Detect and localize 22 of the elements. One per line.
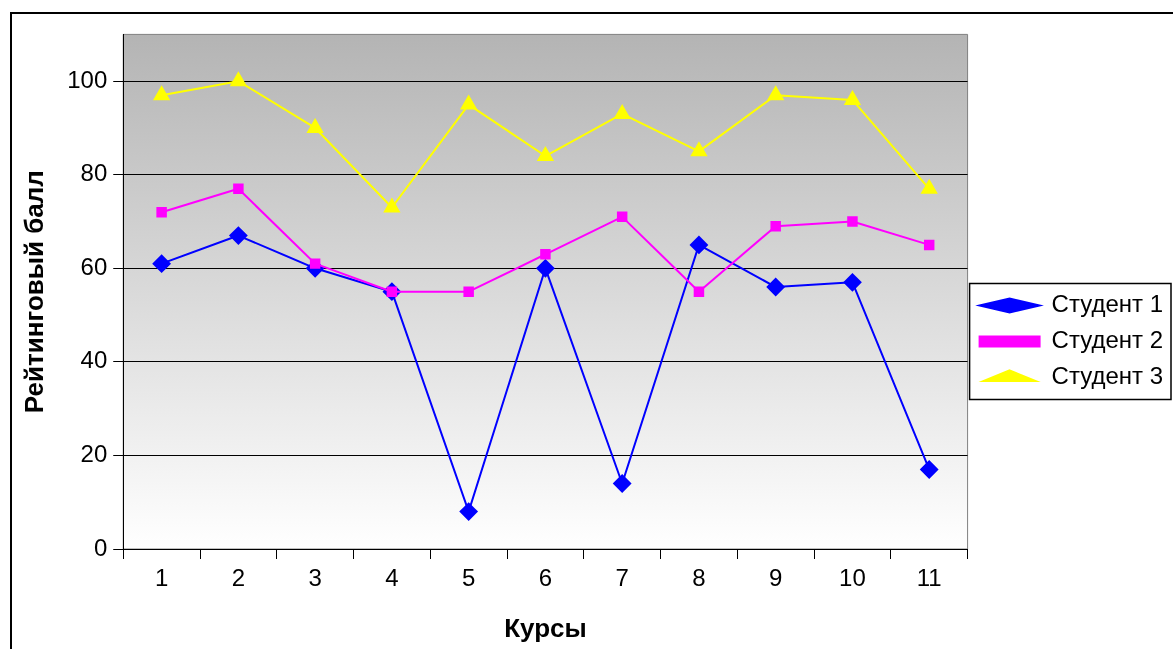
y-tick-label: 40 — [80, 346, 108, 374]
y-tick-label: 80 — [80, 159, 108, 187]
y-tick-label: 0 — [93, 533, 108, 561]
x-tick-label: 4 — [385, 564, 399, 592]
x-tick-label: 2 — [231, 564, 246, 592]
y-tick-label: 60 — [80, 252, 108, 280]
x-axis-title: Курсы — [504, 612, 587, 643]
x-tick-label: 6 — [538, 564, 553, 592]
y-tick-label: 20 — [80, 440, 108, 468]
x-tick-label: 11 — [916, 564, 942, 592]
x-tick-label: 10 — [839, 564, 866, 592]
legend-label: Студент 3 — [1051, 362, 1164, 390]
x-tick-label: 9 — [769, 564, 783, 592]
legend-label: Студент 2 — [1051, 326, 1164, 354]
x-tick-label: 8 — [692, 564, 706, 592]
x-tick-label: 7 — [615, 564, 629, 592]
y-tick-label: 100 — [67, 65, 108, 93]
legend-label: Студент 1 — [1051, 290, 1164, 318]
x-tick-label: 5 — [461, 564, 476, 592]
x-tick-label: 3 — [308, 564, 322, 592]
y-axis-title: Рейтинговый балл — [18, 170, 49, 414]
x-tick-label: 1 — [154, 564, 169, 592]
